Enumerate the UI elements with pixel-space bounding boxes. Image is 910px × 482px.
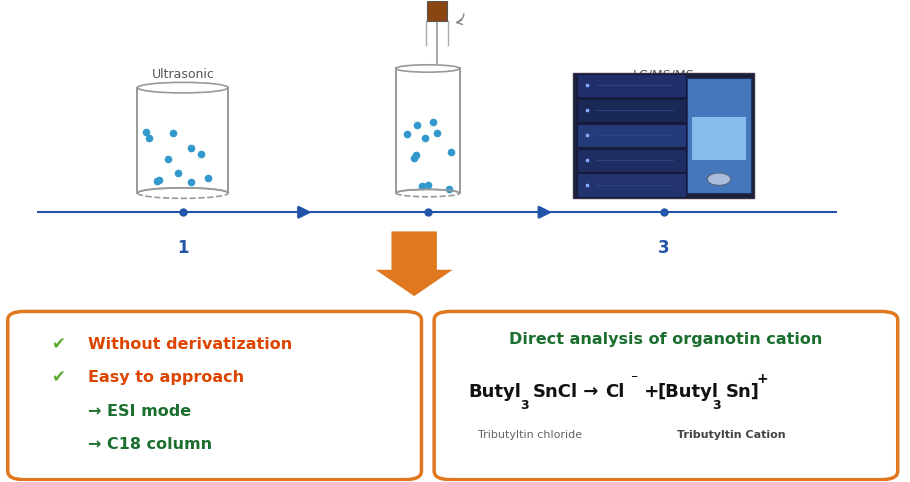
- Text: LC/MS/MS
Analysis: LC/MS/MS Analysis: [632, 68, 694, 99]
- Bar: [578, 123, 686, 147]
- Text: Ultrasonic
Extraction
for 60 min: Ultrasonic Extraction for 60 min: [150, 68, 215, 118]
- Polygon shape: [376, 231, 453, 296]
- Bar: [578, 148, 686, 172]
- Text: Butyl: Butyl: [469, 383, 521, 401]
- FancyBboxPatch shape: [8, 311, 421, 480]
- Text: 2: 2: [422, 239, 433, 256]
- Ellipse shape: [137, 82, 228, 93]
- Bar: [578, 74, 686, 97]
- Text: Tributyltin chloride: Tributyltin chloride: [478, 430, 581, 440]
- Text: Sn]: Sn]: [725, 383, 759, 401]
- FancyBboxPatch shape: [434, 311, 898, 480]
- Text: Without derivatization: Without derivatization: [87, 336, 292, 351]
- Text: ✔: ✔: [51, 335, 66, 353]
- Text: +: +: [638, 383, 666, 401]
- Text: Easy to approach: Easy to approach: [87, 370, 244, 385]
- Ellipse shape: [396, 65, 460, 72]
- Bar: [578, 174, 686, 197]
- Text: ⁻: ⁻: [630, 372, 638, 386]
- Text: Direct analysis of organotin cation: Direct analysis of organotin cation: [509, 332, 822, 347]
- Text: [Butyl: [Butyl: [657, 383, 718, 401]
- Text: +: +: [756, 372, 768, 386]
- Text: Cl: Cl: [604, 383, 624, 401]
- Bar: [692, 117, 746, 161]
- Text: → C18 column: → C18 column: [87, 437, 212, 452]
- Bar: [687, 78, 751, 193]
- Text: → ESI mode: → ESI mode: [87, 403, 191, 419]
- Text: →: →: [577, 383, 604, 401]
- Text: ✔: ✔: [51, 369, 66, 387]
- Text: 3: 3: [713, 399, 722, 412]
- Text: 3: 3: [521, 399, 529, 412]
- Bar: [573, 73, 754, 198]
- Bar: [427, 1, 447, 21]
- Bar: [137, 88, 228, 193]
- Text: 3: 3: [658, 239, 670, 256]
- Circle shape: [707, 173, 731, 186]
- Bar: [396, 68, 460, 193]
- Bar: [578, 99, 686, 122]
- Text: Tributyltin Cation: Tributyltin Cation: [677, 430, 786, 440]
- Text: 1: 1: [177, 239, 188, 256]
- Text: SnCl: SnCl: [533, 383, 578, 401]
